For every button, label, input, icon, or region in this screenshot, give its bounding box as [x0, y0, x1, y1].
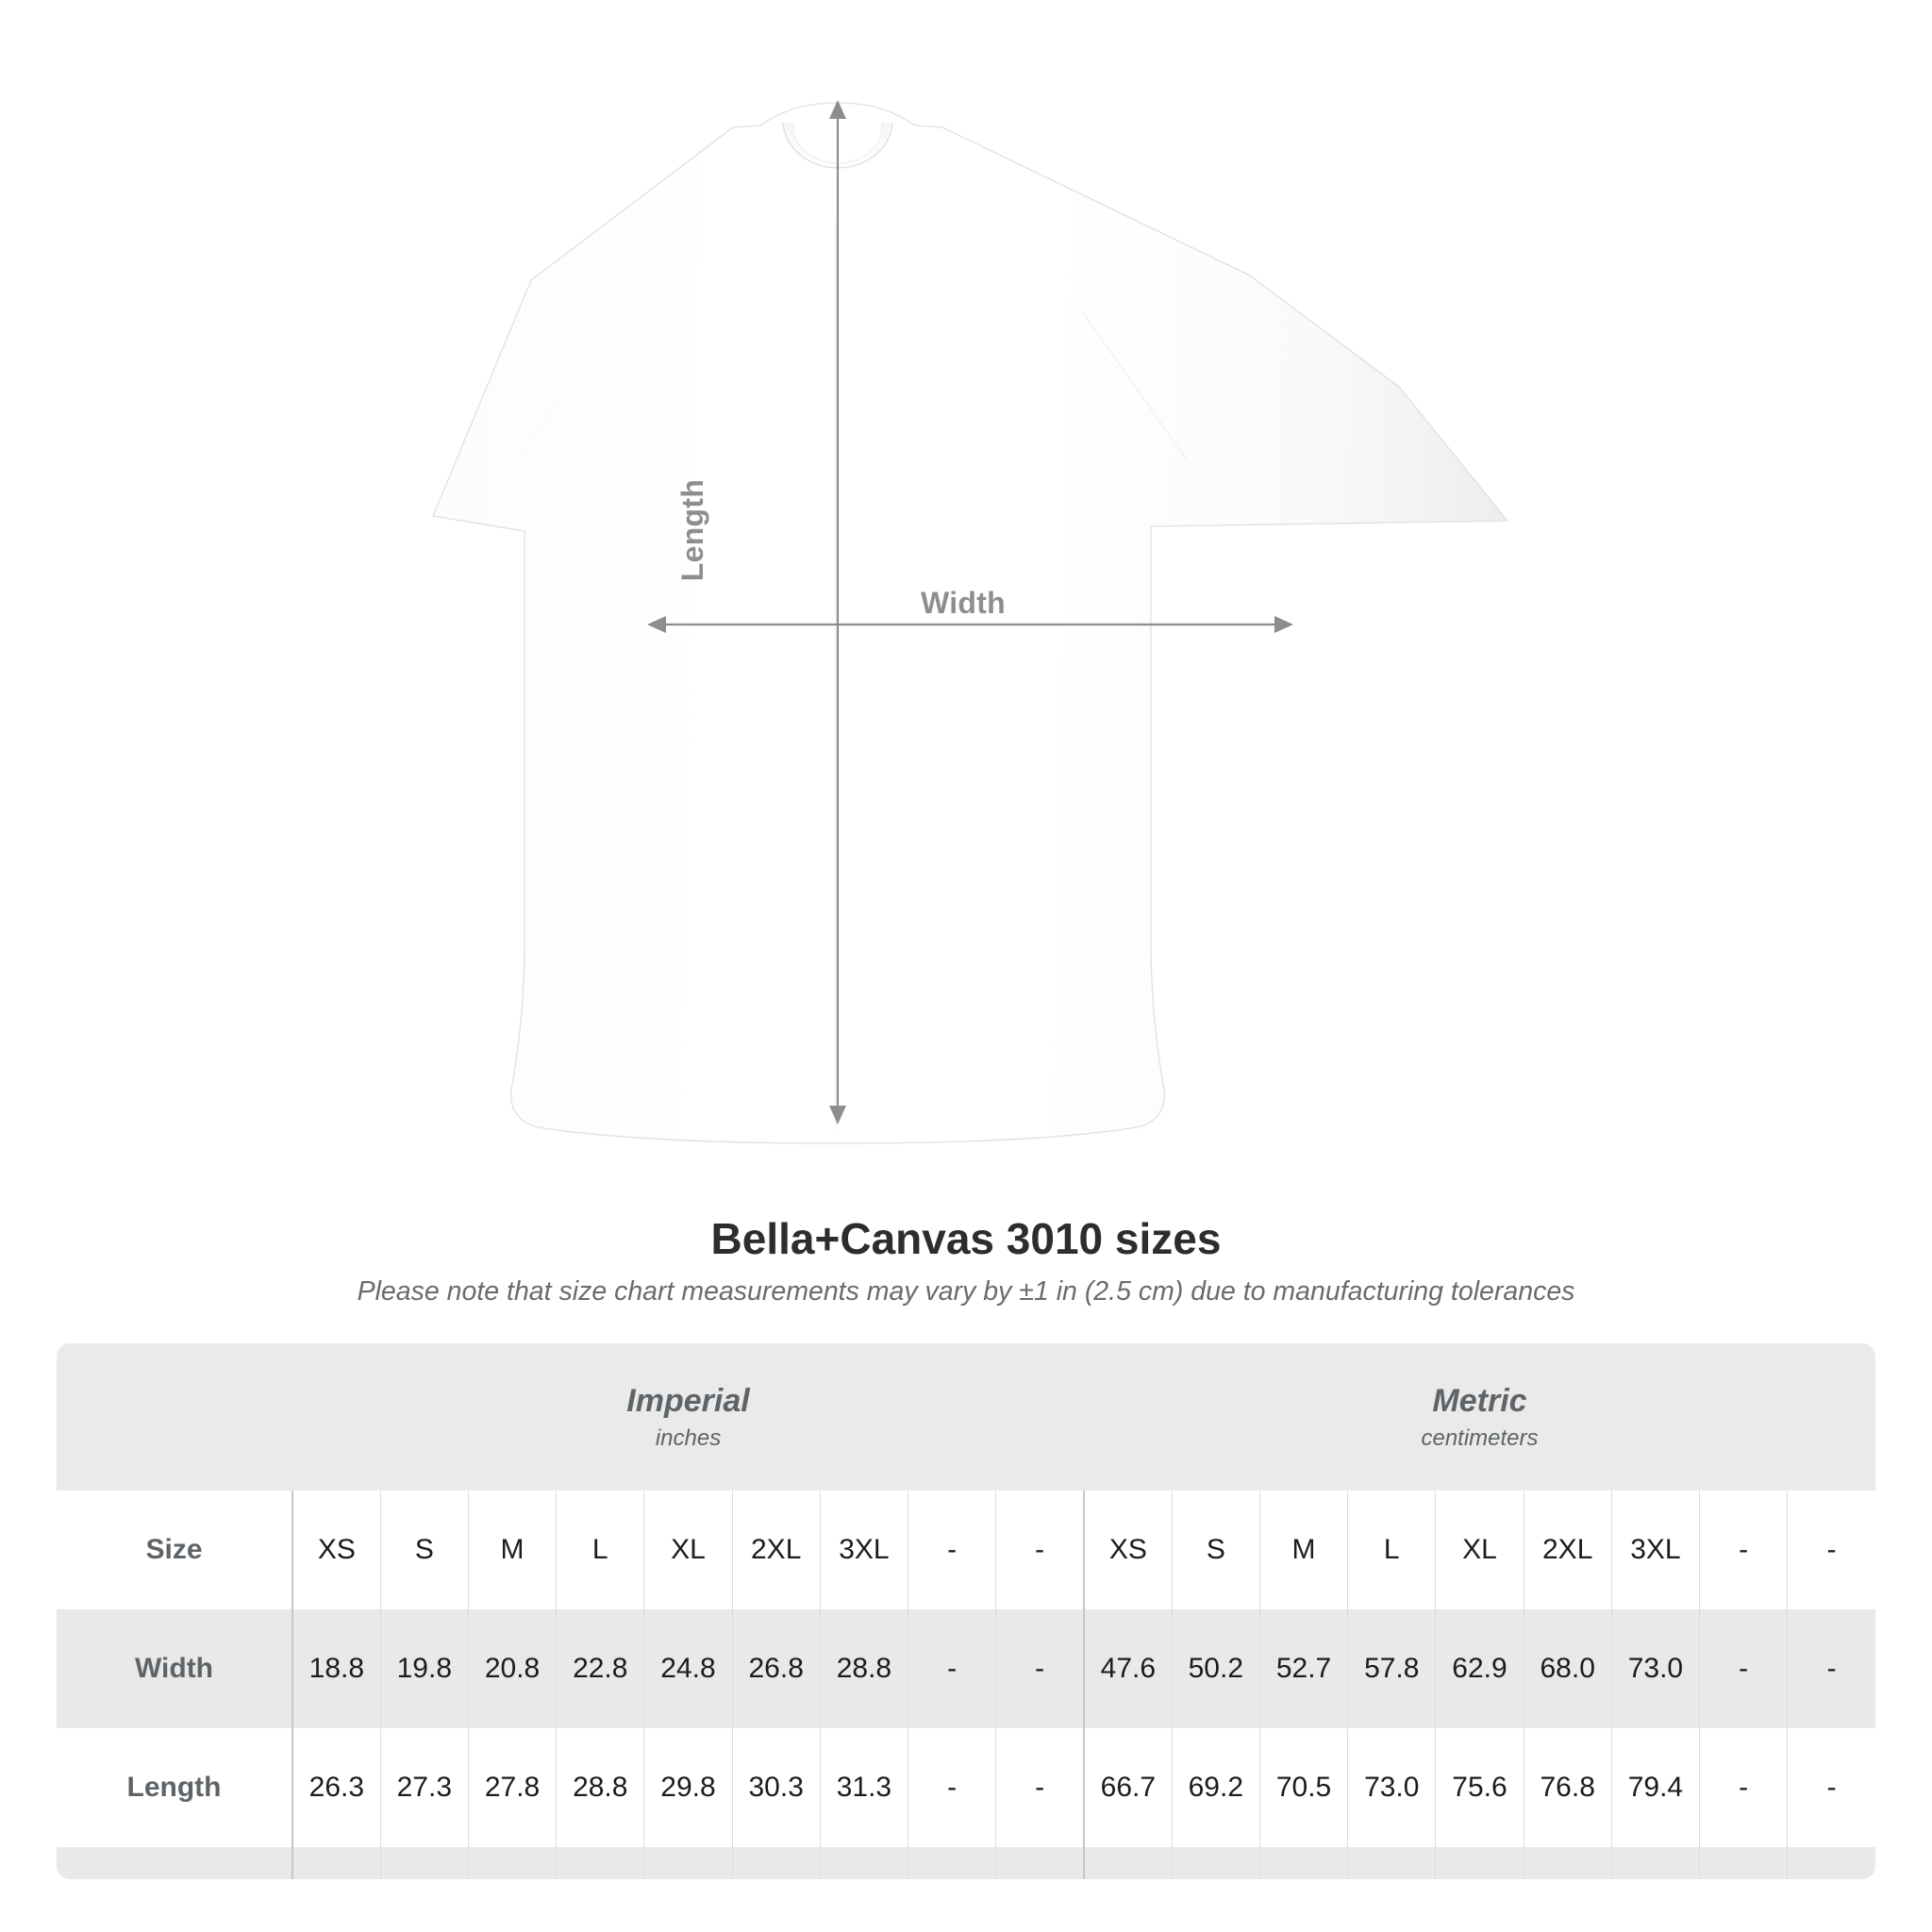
svg-text:Length: Length: [675, 479, 709, 581]
svg-text:Width: Width: [921, 586, 1006, 620]
